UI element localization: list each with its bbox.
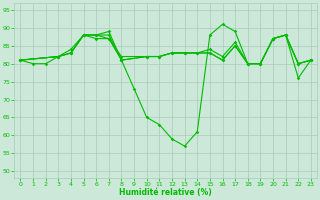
X-axis label: Humidité relative (%): Humidité relative (%) — [119, 188, 212, 197]
